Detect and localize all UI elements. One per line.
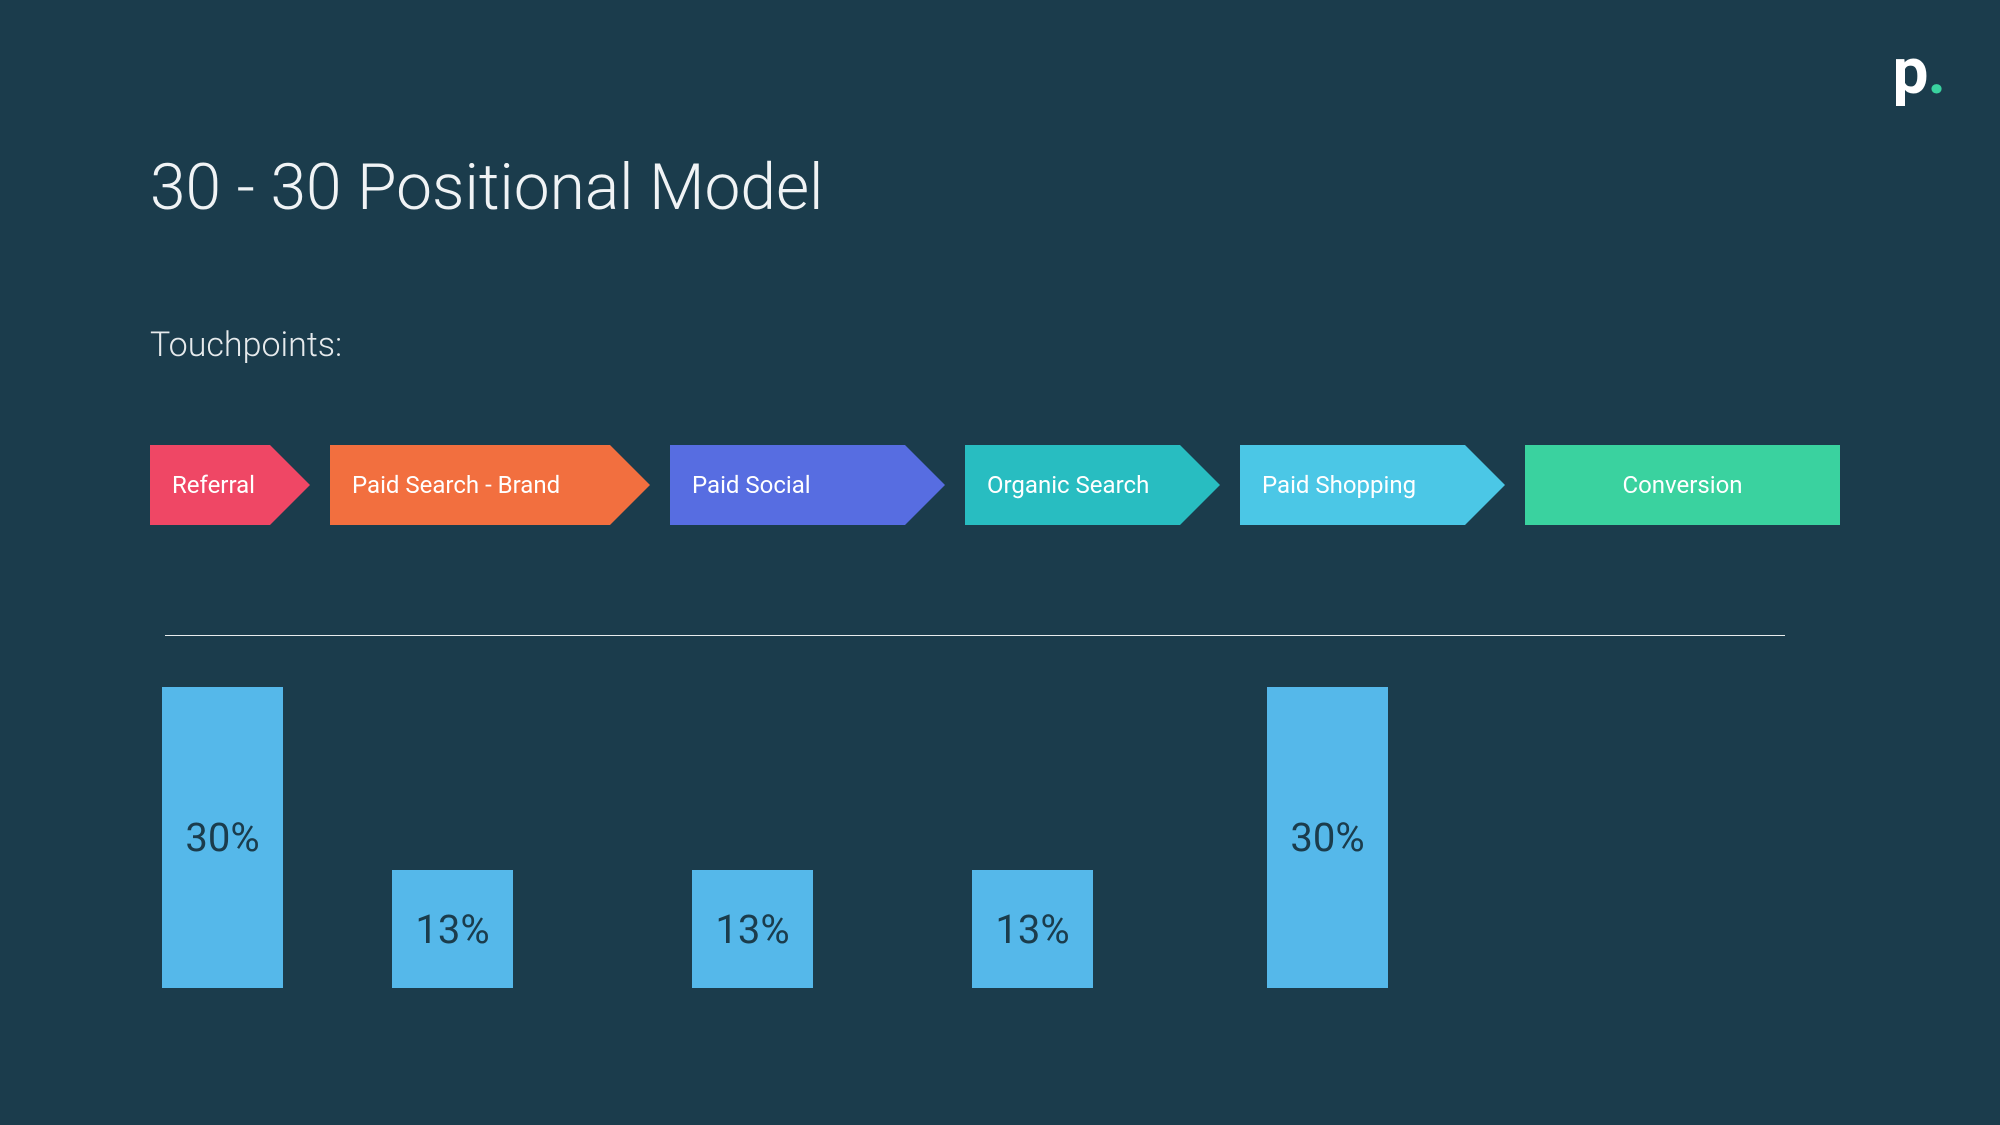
content-area: 30 - 30 Positional Model Touchpoints: Re… bbox=[150, 150, 1850, 525]
logo-letter: p bbox=[1892, 34, 1927, 109]
chevron-step: Paid Social bbox=[670, 445, 945, 525]
bar: 13% bbox=[690, 868, 815, 990]
bar-value-label: 30% bbox=[185, 814, 259, 861]
chevron-step: Organic Search bbox=[965, 445, 1220, 525]
chevron-label: Organic Search bbox=[987, 471, 1149, 499]
bar: 30% bbox=[1265, 685, 1390, 990]
chevron-final: Conversion bbox=[1525, 445, 1840, 525]
chevron-step: Referral bbox=[150, 445, 310, 525]
chevron-label: Paid Social bbox=[692, 471, 811, 499]
chevron-label: Referral bbox=[172, 471, 255, 499]
chevron-label: Paid Shopping bbox=[1262, 471, 1416, 499]
logo-dot: . bbox=[1927, 34, 1945, 109]
chevron-row: Referral Paid Search - Brand Paid Social Or… bbox=[150, 445, 1850, 525]
divider-line bbox=[165, 635, 1785, 636]
bar: 13% bbox=[390, 868, 515, 990]
bar-value-label: 13% bbox=[995, 906, 1069, 953]
chevron-step: Paid Shopping bbox=[1240, 445, 1505, 525]
bar-value-label: 13% bbox=[415, 906, 489, 953]
bar-value-label: 30% bbox=[1290, 814, 1364, 861]
subtitle-label: Touchpoints: bbox=[150, 325, 1850, 365]
page-title: 30 - 30 Positional Model bbox=[150, 150, 1850, 225]
chevron-step: Paid Search - Brand bbox=[330, 445, 650, 525]
bar-value-label: 13% bbox=[715, 906, 789, 953]
bar-chart: 30% 13% 13% 13% 30% bbox=[160, 685, 1390, 990]
chevron-final-label: Conversion bbox=[1622, 471, 1742, 499]
chevron-label: Paid Search - Brand bbox=[352, 471, 560, 499]
bar: 30% bbox=[160, 685, 285, 990]
brand-logo: p. bbox=[1892, 40, 1945, 104]
bar: 13% bbox=[970, 868, 1095, 990]
